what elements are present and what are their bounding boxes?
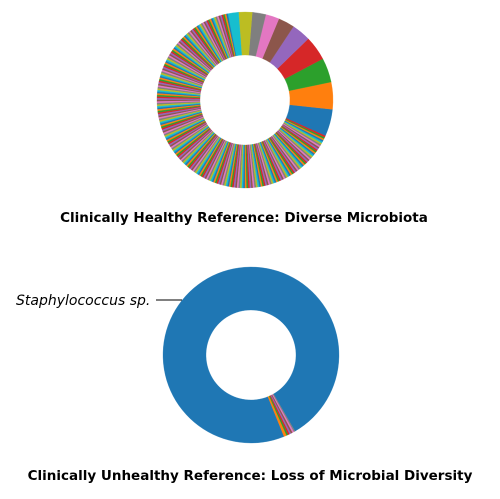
unhealthy-donut-chart — [162, 266, 340, 444]
healthy-donut-chart — [156, 11, 334, 189]
unhealthy-slice-0 — [162, 266, 340, 444]
healthy-slice-233 — [285, 118, 326, 138]
staphylococcus-callout-label: Staphylococcus sp. — [16, 293, 150, 309]
healthy-chart-title: Clinically Healthy Reference: Diverse Mi… — [60, 210, 428, 226]
unhealthy-chart-title: Clinically Unhealthy Reference: Loss of … — [28, 468, 473, 484]
unhealthy-slice-7 — [272, 393, 296, 432]
